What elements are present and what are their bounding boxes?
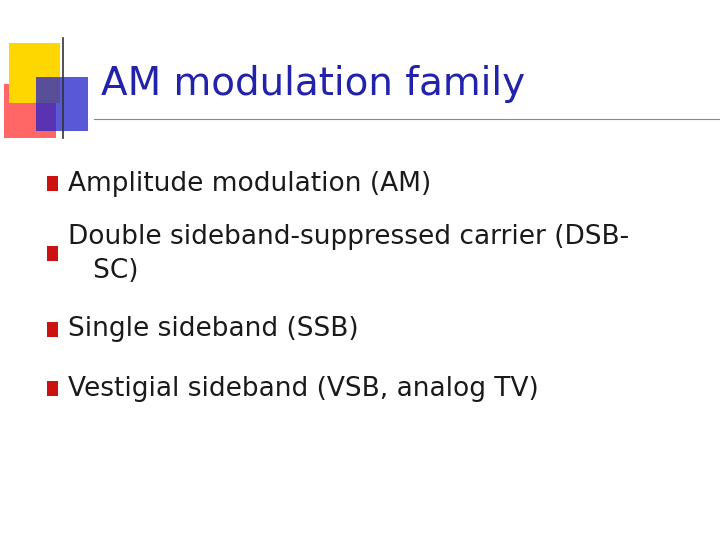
Text: Amplitude modulation (AM): Amplitude modulation (AM): [68, 171, 432, 197]
Text: AM modulation family: AM modulation family: [101, 65, 525, 103]
Text: Single sideband (SSB): Single sideband (SSB): [68, 316, 359, 342]
Bar: [4, 84, 56, 138]
Bar: [47, 176, 58, 191]
Bar: [47, 322, 58, 337]
Bar: [9, 43, 60, 103]
Bar: [36, 77, 88, 131]
Text: Double sideband-suppressed carrier (DSB-
   SC): Double sideband-suppressed carrier (DSB-…: [68, 224, 629, 284]
Bar: [47, 381, 58, 396]
Text: Vestigial sideband (VSB, analog TV): Vestigial sideband (VSB, analog TV): [68, 376, 539, 402]
Bar: [47, 246, 58, 261]
